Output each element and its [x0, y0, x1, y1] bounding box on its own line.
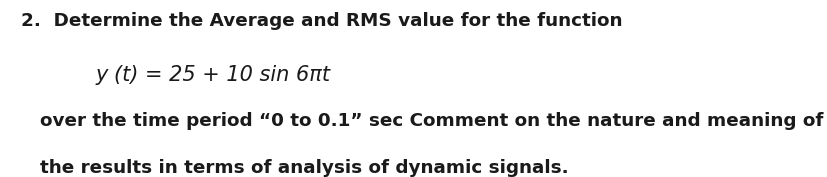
Text: 2.  Determine the Average and RMS value for the function: 2. Determine the Average and RMS value f… — [21, 12, 621, 30]
Text: over the time period “0 to 0.1” sec Comment on the nature and meaning of: over the time period “0 to 0.1” sec Comm… — [40, 112, 822, 130]
Text: y (t) = 25 + 10 sin 6πt: y (t) = 25 + 10 sin 6πt — [95, 65, 330, 85]
Text: the results in terms of analysis of dynamic signals.: the results in terms of analysis of dyna… — [40, 159, 567, 177]
